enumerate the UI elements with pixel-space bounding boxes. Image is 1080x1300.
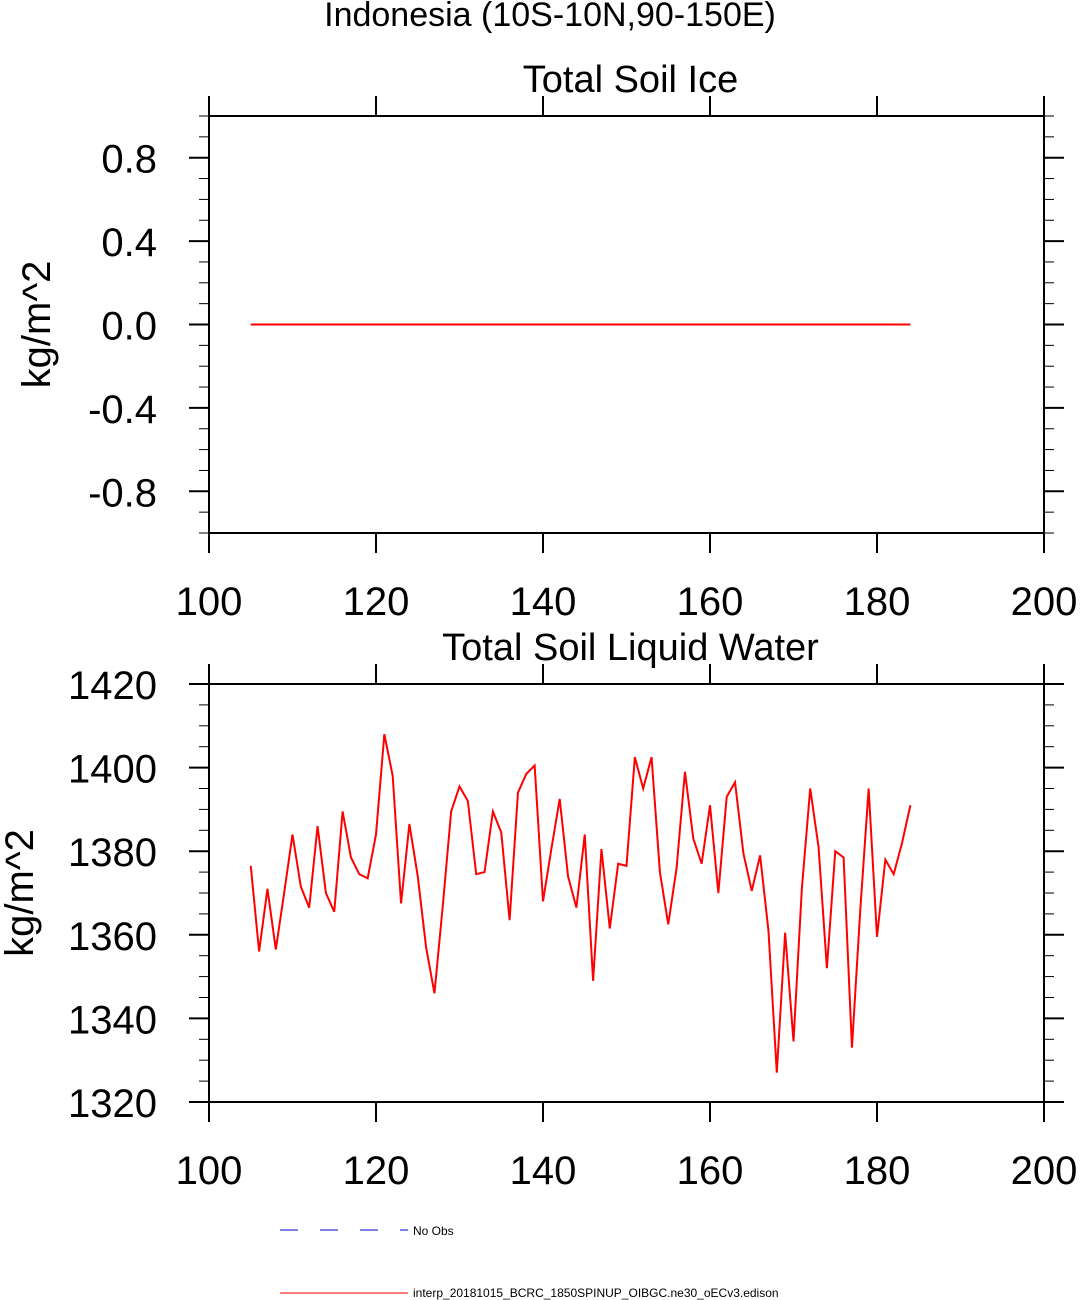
y-tick-label-0-8: -0.8 — [88, 471, 157, 515]
x-tick-label-120: 120 — [343, 580, 410, 624]
x-tick-label-160: 160 — [677, 580, 744, 624]
x-tick-label-100: 100 — [176, 1149, 243, 1193]
panel-total-soil-ice: Total Soil Ice 100 120 140 160 180 200 0.8 0.4 0.… — [15, 59, 1077, 624]
y-tick-label-1420: 1420 — [68, 664, 157, 708]
plot-frame — [208, 683, 1045, 1103]
y-tick-label-1380: 1380 — [68, 831, 157, 875]
legend: No Obs interp_20181015_BCRC_1850SPINUP_O… — [280, 1224, 779, 1300]
panel-title: Total Soil Ice — [523, 59, 738, 101]
x-tick-label-120: 120 — [343, 1149, 410, 1193]
x-tick-label-100: 100 — [176, 580, 243, 624]
x-tick-label-160: 160 — [677, 1149, 744, 1193]
y-tick-label-0-0: 0.0 — [101, 305, 157, 349]
panel-total-soil-liquid-water: Total Soil Liquid Water 100 120 140 160 180 20… — [0, 627, 1077, 1193]
y-axis-label: kg/m^2 — [15, 261, 59, 389]
y-tick-label-0-4: -0.4 — [88, 388, 157, 432]
x-tick-label-180: 180 — [844, 1149, 911, 1193]
y-tick-label-1360: 1360 — [68, 915, 157, 959]
y-axis-label: kg/m^2 — [0, 829, 42, 957]
y-tick-label-1340: 1340 — [68, 998, 157, 1042]
y-tick-label-1400: 1400 — [68, 748, 157, 792]
x-tick-label-180: 180 — [844, 580, 911, 624]
legend-label-no-obs: No Obs — [413, 1224, 454, 1238]
x-tick-label-140: 140 — [510, 580, 577, 624]
x-tick-label-200: 200 — [1011, 1149, 1078, 1193]
figure-title: Indonesia (10S-10N,90-150E) — [324, 0, 776, 34]
x-tick-label-200: 200 — [1011, 580, 1078, 624]
panel-title: Total Soil Liquid Water — [442, 627, 819, 669]
series-line-0 — [249, 733, 912, 1073]
y-tick-label-1320: 1320 — [68, 1082, 157, 1126]
y-tick-label-0-8: 0.8 — [101, 138, 157, 182]
x-tick-label-140: 140 — [510, 1149, 577, 1193]
y-tick-label-0-4: 0.4 — [101, 221, 157, 265]
legend-label-model-run: interp_20181015_BCRC_1850SPINUP_OIBGC.ne… — [413, 1286, 779, 1300]
